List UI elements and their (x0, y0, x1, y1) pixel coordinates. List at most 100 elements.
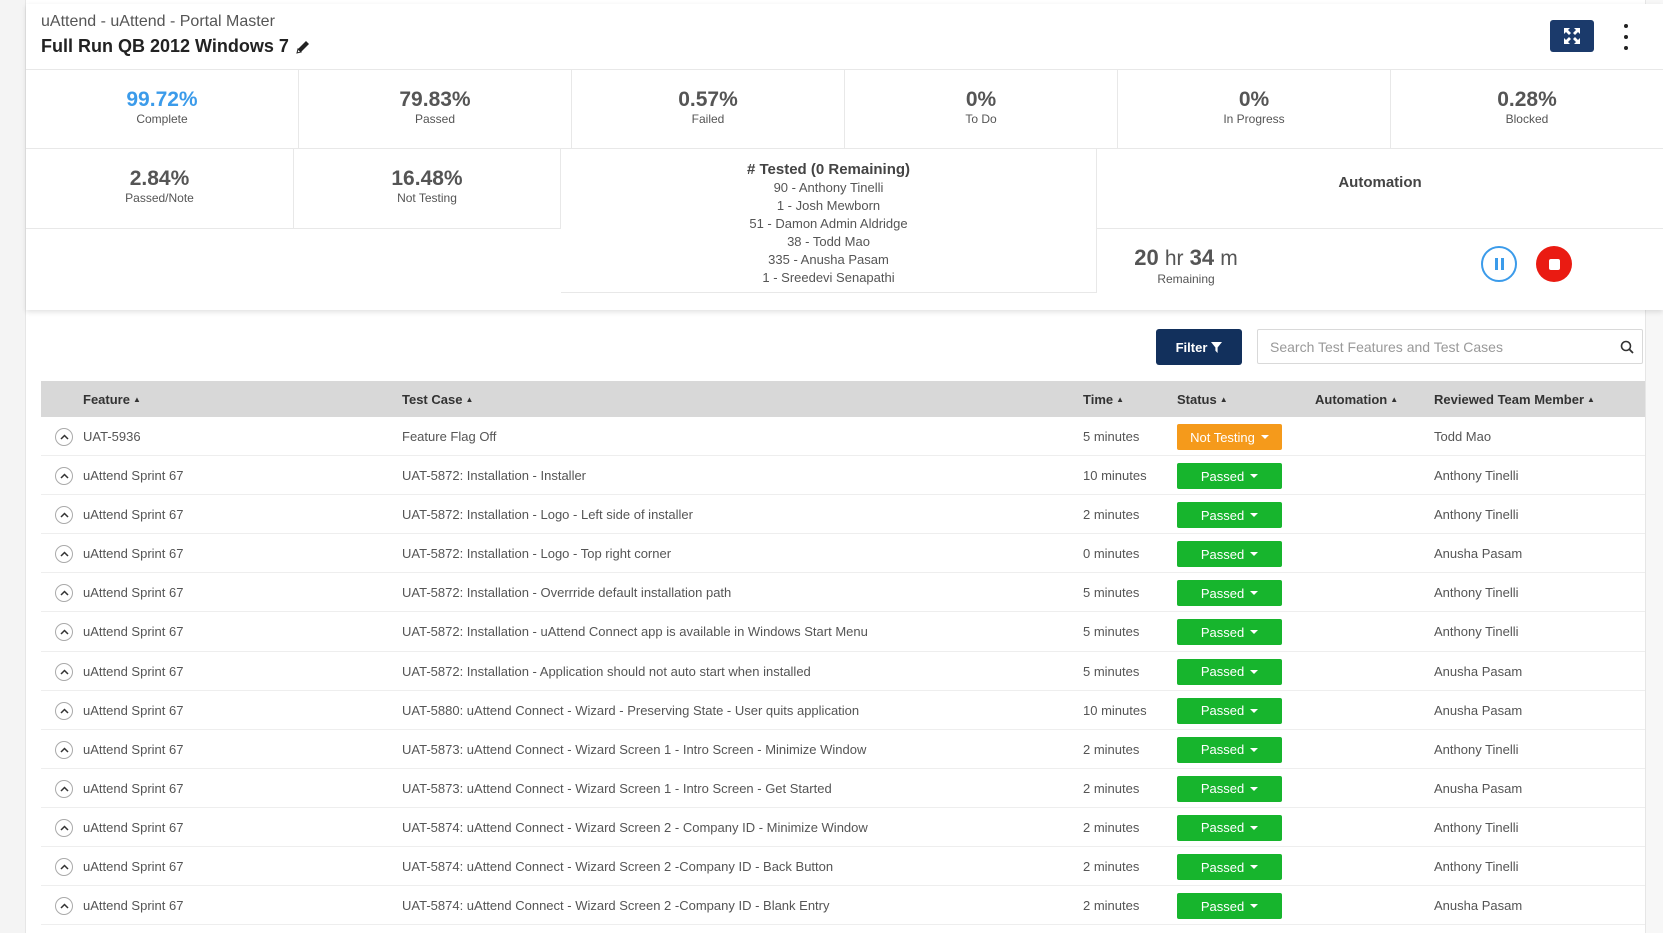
cell-reviewed-member: Anusha Pasam (1434, 780, 1523, 796)
stat-not-testing: 16.48% Not Testing (294, 149, 561, 229)
status-dropdown[interactable]: Passed (1177, 463, 1282, 490)
cell-time: 2 minutes (1083, 819, 1140, 835)
stats-row: 99.72% Complete 79.83% Passed 0.57% Fail… (26, 69, 1663, 149)
column-header-test-case[interactable]: Test Case ▲ (402, 392, 474, 407)
status-dropdown[interactable]: Passed (1177, 619, 1282, 646)
status-label: Passed (1200, 585, 1245, 601)
stat-label: Failed (691, 112, 725, 126)
status-dropdown[interactable]: Passed (1177, 775, 1282, 802)
column-header-reviewed-member[interactable]: Reviewed Team Member ▲ (1434, 392, 1595, 407)
table-row[interactable]: uAttend Sprint 67 UAT-5872: Installation… (41, 495, 1645, 535)
table-row[interactable]: uAttend Sprint 67 UAT-5872: Installation… (41, 573, 1645, 613)
pause-automation-button[interactable] (1481, 246, 1517, 282)
column-header-automation[interactable]: Automation ▲ (1315, 392, 1399, 407)
table-row[interactable]: uAttend Sprint 67 UAT-5873: uAttend Conn… (41, 730, 1645, 769)
cell-test-case[interactable]: UAT-5872: Installation - Logo - Left sid… (402, 507, 693, 523)
test-cases-table: Feature ▲ Test Case ▲ Time ▲ Status ▲ Automa… (41, 381, 1645, 926)
cell-test-case[interactable]: UAT-5874: uAttend Connect - Wizard Scree… (402, 819, 868, 835)
expand-row-chevron-icon[interactable] (55, 779, 73, 798)
expand-row-chevron-icon[interactable] (55, 428, 73, 446)
table-row[interactable]: uAttend Sprint 67 UAT-5872: Installation… (41, 652, 1645, 691)
minutes-unit: m (1220, 247, 1238, 270)
status-dropdown[interactable]: Not Testing (1177, 424, 1282, 450)
cell-reviewed-member: Anthony Tinelli (1434, 468, 1519, 484)
expand-row-chevron-icon[interactable] (55, 701, 73, 720)
cell-time: 10 minutes (1083, 702, 1147, 718)
more-options-icon[interactable] (1616, 24, 1636, 50)
status-dropdown[interactable]: Passed (1177, 854, 1282, 881)
cell-feature: uAttend Sprint 67 (83, 741, 184, 757)
status-dropdown[interactable]: Passed (1177, 697, 1282, 724)
expand-row-chevron-icon[interactable] (55, 506, 73, 525)
table-row[interactable]: uAttend Sprint 67 UAT-5872: Installation… (41, 612, 1645, 652)
status-dropdown[interactable]: Passed (1177, 502, 1282, 529)
expand-row-chevron-icon[interactable] (55, 662, 73, 681)
tester-count: 1 - Sreedevi Senapathi (762, 270, 895, 285)
status-dropdown[interactable]: Passed (1177, 658, 1282, 685)
expand-row-chevron-icon[interactable] (55, 897, 73, 916)
table-row[interactable]: uAttend Sprint 67 UAT-5872: Installation… (41, 456, 1645, 496)
expand-row-chevron-icon[interactable] (55, 584, 73, 603)
stat-label: Blocked (1505, 112, 1549, 126)
cell-test-case[interactable]: UAT-5872: Installation - uAttend Connect… (402, 624, 868, 640)
cell-time: 2 minutes (1083, 780, 1140, 796)
stop-automation-button[interactable] (1536, 246, 1572, 282)
tested-summary: # Tested (0 Remaining) 90 - Anthony Tine… (561, 149, 1097, 293)
table-row[interactable]: uAttend Sprint 67 UAT-5874: uAttend Conn… (41, 808, 1645, 848)
cell-time: 5 minutes (1083, 624, 1140, 640)
stat-complete: 99.72% Complete (26, 70, 299, 149)
cell-feature: uAttend Sprint 67 (83, 546, 184, 562)
status-dropdown[interactable]: Passed (1177, 893, 1282, 920)
cell-reviewed-member: Anusha Pasam (1434, 663, 1523, 679)
table-row[interactable]: uAttend Sprint 67 UAT-5880: uAttend Conn… (41, 691, 1645, 730)
cell-feature: UAT-5936 (83, 429, 141, 444)
expand-row-chevron-icon[interactable] (55, 740, 73, 759)
app-title: uAttend - uAttend - Portal Master (41, 13, 275, 30)
search-icon[interactable] (1612, 340, 1642, 354)
filter-button[interactable]: Filter (1156, 329, 1242, 365)
cell-test-case[interactable]: UAT-5874: uAttend Connect - Wizard Scree… (402, 859, 834, 875)
table-row[interactable]: uAttend Sprint 67 UAT-5873: uAttend Conn… (41, 769, 1645, 808)
fullscreen-button[interactable] (1550, 20, 1594, 52)
status-dropdown[interactable]: Passed (1177, 814, 1282, 841)
status-label: Passed (1200, 703, 1245, 719)
expand-row-chevron-icon[interactable] (55, 467, 73, 486)
cell-test-case[interactable]: UAT-5872: Installation - Logo - Top righ… (402, 546, 672, 562)
table-row[interactable]: uAttend Sprint 67 UAT-5872: Installation… (41, 534, 1645, 574)
expand-row-chevron-icon[interactable] (55, 545, 73, 564)
column-header-feature[interactable]: Feature ▲ (83, 392, 141, 407)
cell-test-case[interactable]: UAT-5874: uAttend Connect - Wizard Scree… (402, 898, 830, 914)
expand-row-chevron-icon[interactable] (55, 818, 73, 837)
cell-test-case[interactable]: UAT-5880: uAttend Connect - Wizard - Pre… (402, 702, 860, 718)
cell-reviewed-member: Anthony Tinelli (1434, 741, 1519, 757)
expand-row-chevron-icon[interactable] (55, 623, 73, 642)
cell-test-case[interactable]: UAT-5872: Installation - Overrride defau… (402, 585, 732, 601)
column-header-status[interactable]: Status ▲ (1177, 392, 1228, 407)
caret-down-icon (1250, 786, 1259, 791)
stat-value: 99.72% (126, 88, 198, 111)
stat-label: Passed/Note (125, 191, 194, 205)
column-header-time[interactable]: Time ▲ (1083, 392, 1125, 407)
status-dropdown[interactable]: Passed (1177, 541, 1282, 568)
funnel-icon (1211, 341, 1223, 353)
stats-row-2: 2.84% Passed/Note 16.48% Not Testing # T… (26, 149, 1663, 304)
cell-time: 2 minutes (1083, 741, 1140, 757)
expand-row-chevron-icon[interactable] (55, 858, 73, 877)
table-row[interactable]: uAttend Sprint 67 UAT-5874: uAttend Conn… (41, 886, 1645, 926)
status-dropdown[interactable]: Passed (1177, 580, 1282, 607)
caret-down-icon (1250, 513, 1259, 518)
status-dropdown[interactable]: Passed (1177, 736, 1282, 763)
tester-count: 90 - Anthony Tinelli (773, 180, 884, 195)
cell-test-case[interactable]: UAT-5872: Installation - Installer (402, 468, 587, 484)
expand-icon (1564, 28, 1580, 44)
table-row[interactable]: UAT-5936 Feature Flag Off 5 minutes Not … (41, 417, 1645, 457)
cell-test-case[interactable]: UAT-5872: Installation - Application sho… (402, 663, 811, 679)
search-input[interactable]: Search Test Features and Test Cases (1257, 329, 1643, 364)
cell-test-case[interactable]: UAT-5873: uAttend Connect - Wizard Scree… (402, 741, 867, 757)
cell-test-case[interactable]: UAT-5873: uAttend Connect - Wizard Scree… (402, 780, 832, 796)
edit-pencil-icon[interactable] (295, 39, 311, 55)
cell-test-case[interactable]: Feature Flag Off (402, 429, 497, 444)
stat-value: 0.28% (1497, 88, 1557, 111)
tester-count: 38 - Todd Mao (787, 234, 870, 249)
table-row[interactable]: uAttend Sprint 67 UAT-5874: uAttend Conn… (41, 847, 1645, 887)
